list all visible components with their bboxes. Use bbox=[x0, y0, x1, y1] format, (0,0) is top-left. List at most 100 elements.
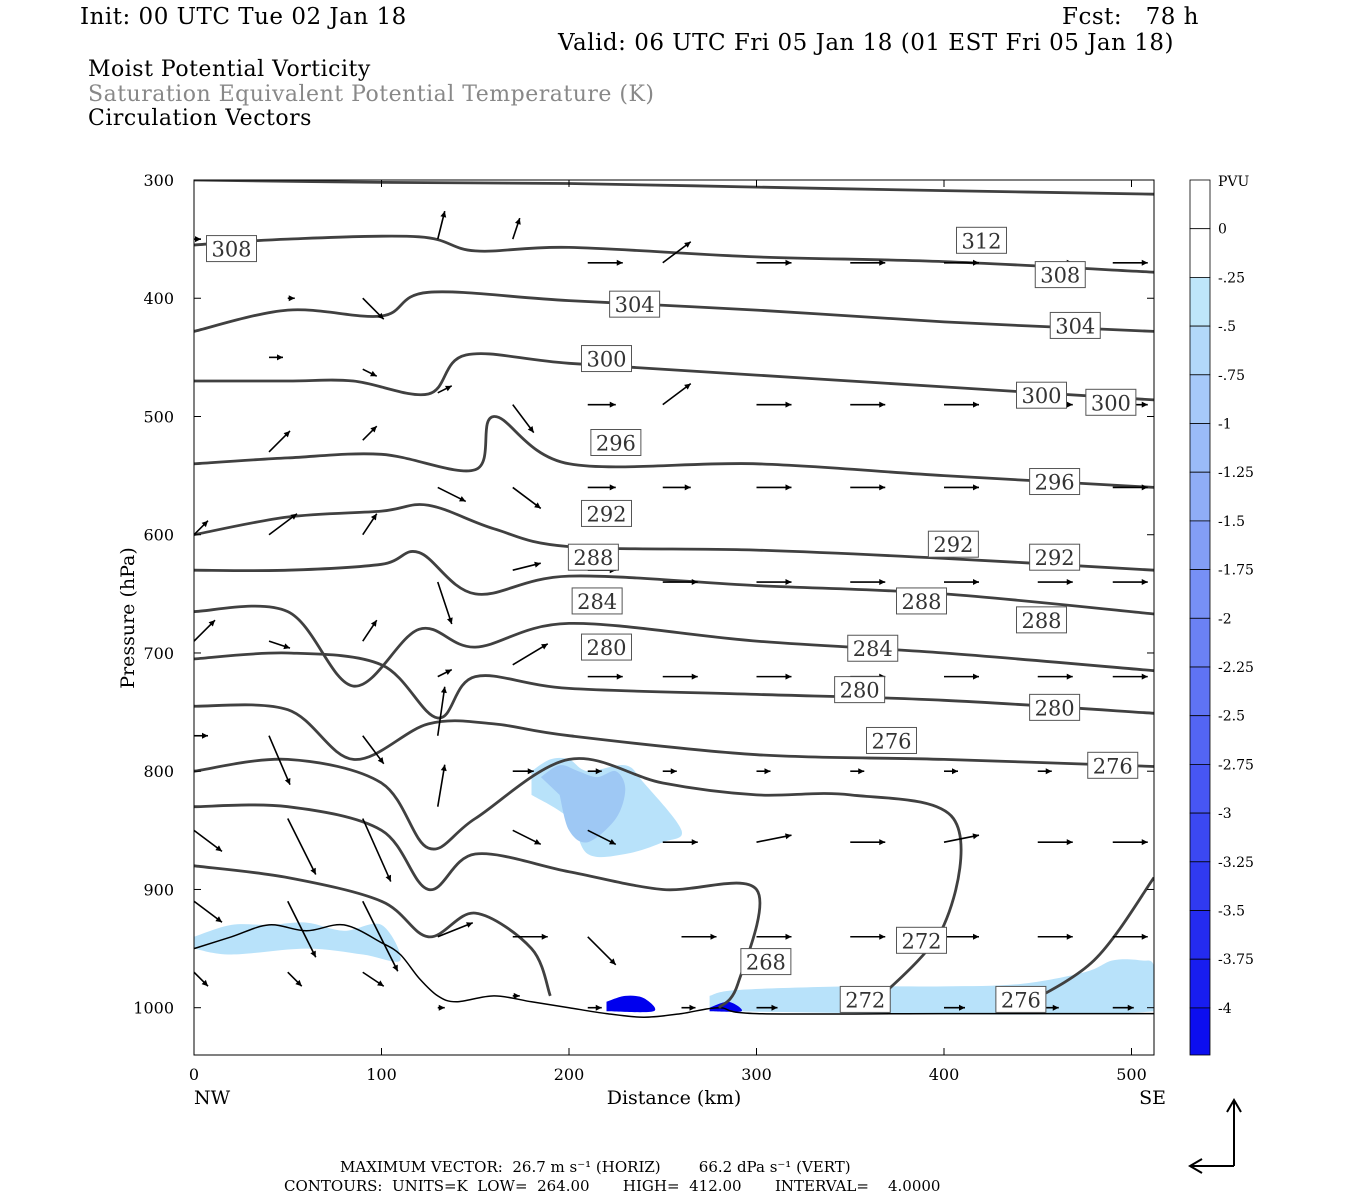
contour-label-box bbox=[1087, 751, 1139, 779]
contour-label-box bbox=[927, 530, 979, 558]
vector-head bbox=[370, 426, 377, 433]
contour-label-box bbox=[956, 226, 1007, 254]
colorbar-label: -4 bbox=[1218, 1001, 1232, 1017]
contour-label-text: 288 bbox=[901, 590, 941, 614]
vector-head bbox=[277, 354, 283, 361]
vector-head bbox=[1141, 839, 1148, 846]
vector-head bbox=[385, 874, 392, 882]
contour-label-text: 272 bbox=[901, 929, 941, 953]
vector-head bbox=[609, 958, 616, 965]
contour-label: 272 bbox=[896, 926, 947, 954]
contour-label-box bbox=[1029, 468, 1081, 496]
contour-label: 292 bbox=[581, 499, 632, 527]
contour-label: 288 bbox=[896, 587, 947, 615]
x-tick-label: 200 bbox=[554, 1065, 585, 1084]
circulation-vector bbox=[756, 579, 792, 586]
x-tick-label: 100 bbox=[366, 1065, 397, 1084]
circulation-vector bbox=[512, 404, 535, 434]
title-circulation: Circulation Vectors bbox=[88, 106, 312, 131]
contour-label-text: 292 bbox=[933, 533, 973, 557]
contour-label: 304 bbox=[1049, 311, 1101, 339]
vector-head bbox=[284, 778, 291, 785]
axes-layer: 300 400 500 600 700 800 900 1000 0 100 200 300 400 50… bbox=[133, 171, 1154, 1084]
title-moist-pv: Moist Potential Vorticity bbox=[88, 57, 371, 82]
vector-head bbox=[215, 845, 222, 852]
circulation-vector bbox=[287, 900, 317, 958]
x-tick-label: 300 bbox=[741, 1065, 772, 1084]
vector-head bbox=[541, 643, 548, 650]
contour-label-text: 272 bbox=[845, 988, 885, 1012]
vector-head bbox=[691, 579, 698, 586]
circulation-vector bbox=[362, 900, 399, 972]
vector-head bbox=[445, 385, 452, 392]
vector-head bbox=[1052, 1004, 1059, 1011]
y-tick-label: 300 bbox=[143, 171, 174, 190]
pv-region-2 bbox=[540, 765, 626, 843]
vector-head bbox=[283, 430, 290, 438]
circulation-vector bbox=[512, 829, 542, 846]
contour-label-box bbox=[896, 926, 947, 954]
contour-line-1 bbox=[194, 234, 1154, 274]
colorbar-label: -1.5 bbox=[1218, 514, 1245, 530]
circulation-vector bbox=[362, 619, 378, 642]
circulation-vector bbox=[437, 486, 467, 503]
circulation-vector bbox=[436, 210, 447, 240]
x-axis-title: Distance (km) bbox=[607, 1087, 742, 1109]
circulation-vector bbox=[850, 768, 865, 775]
contour-label-text: 276 bbox=[1093, 754, 1133, 778]
vector-head bbox=[370, 620, 377, 627]
circulation-vector bbox=[756, 1004, 778, 1011]
circulation-vector bbox=[268, 735, 291, 786]
contour-label: 296 bbox=[590, 429, 642, 456]
reference-vector-icon bbox=[1188, 1098, 1242, 1174]
contour-label-text: 280 bbox=[586, 636, 626, 660]
contour-label-box bbox=[1029, 543, 1081, 571]
contour-label: 276 bbox=[1087, 751, 1139, 779]
x-tick-label: 0 bbox=[189, 1065, 199, 1084]
terrain-layer bbox=[193, 923, 1154, 1018]
circulation-vector bbox=[437, 385, 453, 394]
contour-label-box bbox=[609, 290, 661, 318]
y-tick-label: 700 bbox=[143, 644, 174, 663]
vector-head bbox=[534, 838, 541, 845]
circulation-vector bbox=[362, 297, 385, 320]
title-theta-es: Saturation Equivalent Potential Temperat… bbox=[88, 82, 655, 107]
contour-label-text: 300 bbox=[1021, 384, 1061, 408]
contour-label-text: 308 bbox=[1040, 264, 1080, 288]
contour-label-text: 280 bbox=[840, 679, 880, 703]
colorbar-label: -.5 bbox=[1218, 319, 1236, 335]
circulation-vector bbox=[512, 486, 542, 510]
vector-head bbox=[609, 484, 616, 491]
vector-head bbox=[370, 370, 377, 377]
vector-head bbox=[973, 401, 979, 408]
y-tick-label: 600 bbox=[143, 526, 174, 545]
circulation-vector bbox=[194, 971, 209, 987]
colorbar-cell bbox=[1189, 276, 1211, 327]
contour-label: 300 bbox=[1085, 388, 1137, 416]
contour-label-box bbox=[581, 499, 632, 527]
circulation-vector bbox=[194, 236, 201, 243]
contour-label: 276 bbox=[866, 726, 917, 754]
vector-head bbox=[377, 757, 384, 764]
circulation-vector bbox=[269, 354, 283, 361]
vector-head bbox=[290, 513, 297, 520]
contour-label-box bbox=[567, 543, 619, 571]
contour-layer bbox=[194, 180, 1154, 1009]
colorbar-cell bbox=[1189, 1007, 1211, 1056]
x-end-left: NW bbox=[194, 1087, 231, 1109]
contour-label-box bbox=[581, 633, 632, 661]
vector-head bbox=[283, 643, 290, 650]
circulation-vector bbox=[662, 579, 698, 586]
contour-label-text: 300 bbox=[586, 348, 626, 372]
vector-head bbox=[1141, 673, 1148, 680]
vector-head bbox=[879, 401, 886, 408]
vector-head bbox=[689, 1004, 696, 1011]
contour-label: 288 bbox=[567, 543, 619, 571]
circulation-vector bbox=[850, 484, 886, 491]
circulation-vector bbox=[287, 295, 295, 302]
colorbar-cell bbox=[1189, 910, 1211, 960]
circulation-vector bbox=[194, 829, 223, 852]
vector-shaft bbox=[268, 735, 291, 786]
vector-head bbox=[785, 933, 792, 940]
circulation-vector bbox=[436, 764, 447, 807]
